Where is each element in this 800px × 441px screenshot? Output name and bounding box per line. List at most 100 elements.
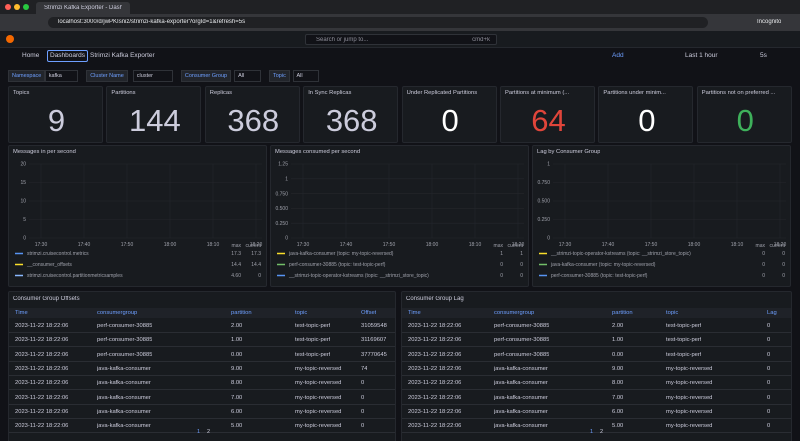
stat-value: 0	[638, 103, 656, 138]
variable-select[interactable]: kafka	[44, 70, 79, 82]
panel-title: Partitions under minim...	[603, 90, 666, 96]
page-link[interactable]: 1	[197, 429, 201, 435]
stat-panel: Partitions 144	[106, 86, 202, 143]
x-tick-label: 17:30	[297, 242, 310, 248]
column-header[interactable]: partition	[612, 309, 633, 316]
row-divider	[9, 360, 395, 362]
cell: my-topic-reversed	[295, 380, 342, 387]
profile[interactable]: Incognito	[757, 19, 782, 25]
variable-label: Consumer Group	[180, 70, 232, 82]
logo[interactable]	[6, 35, 14, 43]
min-dot[interactable]	[14, 4, 20, 10]
legend-name: perf-consumer-30885 (topic: test-topic-p…	[551, 273, 648, 279]
stat-panel: Replicas 368	[204, 86, 300, 143]
breadcrumb-item[interactable]: Dashboards	[47, 50, 89, 62]
cell: my-topic-reversed	[666, 365, 713, 372]
column-header[interactable]: Lag	[767, 309, 777, 316]
row-divider	[402, 389, 791, 390]
cell: my-topic-reversed	[666, 394, 713, 401]
stat-panel: Topics 9	[8, 86, 103, 143]
legend-current: 0	[520, 262, 523, 268]
variable-label: Topic	[269, 70, 290, 82]
variable-select[interactable]: cluster	[132, 70, 173, 82]
table-panel: Consumer Group Offsets Time consumergroup p…	[8, 291, 396, 441]
cell: test-topic-perf	[666, 351, 702, 358]
column-header[interactable]: consumergroup	[97, 309, 138, 316]
panel-title: Topics	[13, 90, 30, 96]
y-tick-label: 1	[547, 162, 550, 168]
legend-current: 1	[520, 251, 523, 257]
refresh-picker[interactable]: 5s	[760, 52, 767, 59]
stat-value: 0	[736, 103, 754, 138]
cell: perf-consumer-30885	[97, 351, 153, 358]
cell: 2023-11-22 18:22:06	[15, 365, 69, 372]
plot: 0 0.250 0.500 0.750 1 1.25 17:30 17:40 17:50 18:0…	[275, 162, 524, 279]
table-panel: Consumer Group Lag Time consumergroup parti…	[401, 291, 792, 441]
legend-max: 0	[762, 262, 765, 268]
page-link[interactable]: 2	[207, 429, 211, 435]
legend-header: max	[756, 243, 766, 249]
close-dot[interactable]	[5, 4, 11, 10]
cell: my-topic-reversed	[295, 394, 342, 401]
legend-header: current	[769, 243, 785, 249]
x-tick-label: 18:00	[688, 242, 701, 248]
cell: 0	[361, 423, 365, 430]
cell: 31169607	[361, 337, 387, 344]
url: localhost:3000/d/jwPKIsniz/strimzi-kafka…	[58, 19, 246, 25]
legend-current: 0	[520, 273, 523, 279]
legend-name: java-kafka-consumer (topic: my-topic-rev…	[550, 262, 656, 268]
cell: 31059548	[361, 323, 387, 329]
row-divider	[402, 346, 791, 347]
page-link[interactable]: 2	[600, 429, 604, 435]
cell: 1.00	[231, 337, 243, 344]
breadcrumb-item[interactable]: Strimzi Kafka Exporter	[90, 52, 155, 59]
legend-current: 0	[782, 251, 785, 257]
cell: 2023-11-22 18:22:06	[15, 394, 69, 401]
stat-value: 368	[325, 103, 378, 138]
add-button[interactable]: Add	[612, 52, 624, 59]
cell: test-topic-perf	[666, 337, 702, 344]
cell: my-topic-reversed	[295, 365, 342, 372]
row-divider	[402, 374, 791, 376]
cell: perf-consumer-30885	[494, 323, 550, 329]
variable-label: Namespace	[8, 70, 46, 82]
stat-value: 368	[227, 103, 280, 138]
max-dot[interactable]	[23, 4, 29, 10]
cell: my-topic-reversed	[666, 408, 713, 415]
cell: 0	[767, 337, 771, 344]
column-header[interactable]: topic	[666, 309, 679, 316]
tab[interactable]: Strimzi Kafka Exporter - Dash...	[36, 2, 130, 14]
breadcrumb-bar: Home Dashboards Strimzi Kafka Exporter Add L…	[0, 48, 800, 64]
row-divider	[9, 432, 395, 433]
column-header[interactable]: Time	[15, 309, 28, 316]
cell: 8.00	[612, 380, 624, 387]
y-tick-label: 0.250	[275, 221, 288, 227]
cell: 2023-11-22 18:22:06	[15, 423, 69, 430]
panel-title: Partitions at minimum (...	[505, 90, 570, 96]
variables: Namespace kafka Cluster Name cluster Consume…	[0, 68, 800, 84]
column-header[interactable]: Offset	[361, 309, 377, 316]
variable-select[interactable]: All	[292, 70, 320, 82]
column-header[interactable]: consumergroup	[494, 309, 535, 316]
address-bar[interactable]: localhost:3000/d/jwPKIsniz/strimzi-kafka…	[48, 17, 708, 28]
page-link[interactable]: 1	[590, 429, 594, 435]
breadcrumb-item[interactable]: Home	[22, 52, 40, 59]
time-picker[interactable]: Last 1 hour	[685, 52, 718, 59]
column-header[interactable]: Time	[408, 309, 421, 316]
x-tick-label: 17:30	[559, 242, 572, 248]
column-header[interactable]: partition	[231, 309, 252, 316]
column-header[interactable]: topic	[295, 309, 308, 316]
stat-panel: In Sync Replicas 368	[303, 86, 399, 143]
row-divider	[402, 332, 791, 333]
search[interactable]: Search or jump to... cmd+k	[305, 34, 497, 45]
cell: 2023-11-22 18:22:06	[408, 323, 462, 329]
cell: java-kafka-consumer	[494, 394, 548, 401]
x-tick-label: 18:10	[207, 242, 220, 248]
x-tick-label: 18:20	[774, 242, 787, 248]
cell: 1.00	[612, 337, 624, 344]
legend-current: 0	[782, 262, 785, 268]
variable-select[interactable]: All	[234, 70, 261, 82]
timeseries-panel: Lag by Consumer Group 0 0.250 0.500 0.750 1 17…	[532, 145, 791, 287]
cell: 2023-11-22 18:22:06	[408, 365, 462, 372]
legend-max: 0	[762, 273, 765, 279]
